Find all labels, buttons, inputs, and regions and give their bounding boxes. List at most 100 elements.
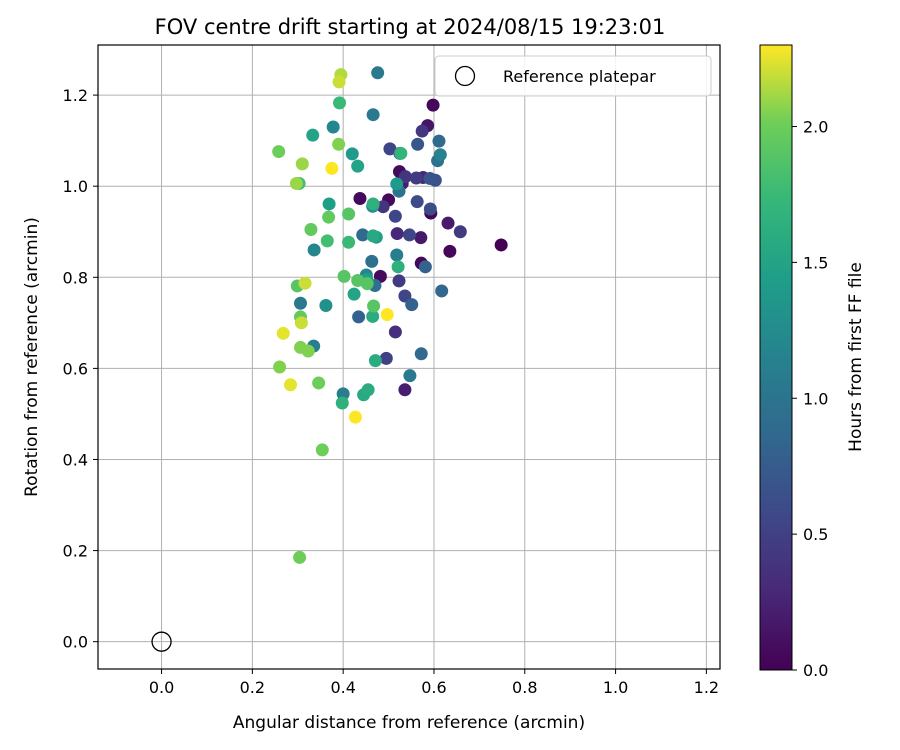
x-axis-label: Angular distance from reference (arcmin) bbox=[233, 713, 585, 733]
scatter-point bbox=[391, 260, 405, 274]
scatter-point bbox=[443, 244, 457, 258]
scatter-point bbox=[380, 308, 394, 322]
scatter-point bbox=[361, 383, 375, 397]
scatter-point bbox=[348, 410, 362, 424]
scatter-point bbox=[301, 344, 315, 358]
y-axis-ticks: 0.0 0.2 0.4 0.6 0.8 1.0 1.2 bbox=[63, 86, 98, 652]
colorbar-tick-label: 0.5 bbox=[803, 525, 828, 544]
scatter-point bbox=[289, 176, 303, 190]
x-axis-ticks: 0.0 0.2 0.4 0.6 0.8 1.0 1.2 bbox=[149, 669, 719, 697]
colorbar-tick-label: 1.5 bbox=[803, 253, 828, 272]
scatter-point bbox=[394, 146, 408, 160]
scatter-point bbox=[423, 171, 437, 185]
y-tick-label: 1.2 bbox=[63, 86, 88, 105]
colorbar-tick-label: 1.0 bbox=[803, 389, 828, 408]
y-tick-label: 0.2 bbox=[63, 542, 88, 561]
scatter-point bbox=[453, 225, 467, 239]
scatter-point bbox=[494, 238, 508, 252]
scatter-point bbox=[433, 148, 447, 162]
colorbar-ticks: 0.0 0.5 1.0 1.5 2.0 bbox=[792, 118, 828, 680]
scatter-point bbox=[315, 443, 329, 457]
scatter-point bbox=[360, 277, 374, 291]
scatter-point bbox=[342, 207, 356, 221]
scatter-point bbox=[367, 299, 381, 313]
legend-entry-reference-platepar: Reference platepar bbox=[503, 67, 656, 86]
scatter-point bbox=[295, 157, 309, 171]
y-tick-label: 0.4 bbox=[63, 450, 88, 469]
scatter-point bbox=[368, 354, 382, 368]
scatter-point bbox=[366, 197, 380, 211]
scatter-point bbox=[402, 228, 416, 242]
scatter-point bbox=[426, 98, 440, 112]
scatter-point bbox=[403, 369, 417, 383]
scatter-point bbox=[390, 248, 404, 262]
scatter-point bbox=[332, 137, 346, 151]
scatter-point bbox=[335, 396, 349, 410]
scatter-point bbox=[276, 326, 290, 340]
y-tick-label: 1.0 bbox=[63, 177, 88, 196]
y-axis-label: Rotation from reference (arcmin) bbox=[22, 217, 42, 497]
scatter-point bbox=[345, 147, 359, 161]
x-tick-label: 1.2 bbox=[694, 678, 719, 697]
legend: Reference platepar bbox=[434, 55, 712, 97]
x-tick-label: 1.0 bbox=[603, 678, 628, 697]
scatter-point bbox=[376, 200, 390, 214]
x-tick-label: 0.2 bbox=[240, 678, 265, 697]
x-tick-label: 0.4 bbox=[330, 678, 355, 697]
scatter-point bbox=[320, 234, 334, 248]
scatter-point bbox=[366, 309, 380, 323]
scatter-point bbox=[342, 235, 356, 249]
scatter-point bbox=[383, 142, 397, 156]
colorbar-tick-label: 2.0 bbox=[803, 118, 828, 137]
scatter-point bbox=[390, 227, 404, 241]
scatter-point bbox=[414, 347, 428, 361]
scatter-point bbox=[409, 171, 423, 185]
scatter-point bbox=[411, 137, 425, 151]
colorbar: 0.0 0.5 1.0 1.5 2.0 Hours from first FF file bbox=[759, 44, 866, 680]
scatter-point bbox=[273, 360, 287, 374]
scatter-point bbox=[366, 229, 380, 243]
scatter-point bbox=[307, 243, 321, 257]
scatter-point bbox=[304, 222, 318, 236]
scatter-points bbox=[151, 66, 508, 652]
scatter-point bbox=[284, 378, 298, 392]
scatter-point bbox=[365, 254, 379, 268]
scatter-point bbox=[356, 228, 370, 242]
scatter-point bbox=[293, 296, 307, 310]
chart-title: FOV centre drift starting at 2024/08/15 … bbox=[155, 15, 666, 39]
x-tick-label: 0.8 bbox=[512, 678, 537, 697]
scatter-point bbox=[441, 216, 455, 230]
scatter-point bbox=[398, 170, 412, 184]
scatter-point bbox=[325, 161, 339, 175]
scatter-point bbox=[410, 195, 424, 209]
scatter-point bbox=[319, 299, 333, 313]
scatter-point bbox=[371, 66, 385, 80]
scatter-point bbox=[306, 128, 320, 142]
scatter-point bbox=[435, 284, 449, 298]
plot-frame bbox=[97, 44, 721, 670]
scatter-point bbox=[332, 75, 346, 89]
scatter-point bbox=[322, 210, 336, 224]
scatter-point bbox=[418, 260, 432, 274]
legend-open-circle-marker bbox=[454, 65, 476, 87]
y-tick-label: 0.8 bbox=[63, 268, 88, 287]
scatter-point bbox=[398, 383, 412, 397]
legend-box bbox=[434, 55, 712, 97]
scatter-point bbox=[415, 124, 429, 138]
scatter-point bbox=[414, 231, 428, 245]
scatter-point bbox=[388, 325, 402, 339]
scatter-point bbox=[326, 120, 340, 134]
scatter-point bbox=[392, 274, 406, 288]
scatter-point bbox=[312, 376, 326, 390]
scatter-point bbox=[322, 197, 336, 211]
scatter-point bbox=[432, 134, 446, 148]
colorbar-label: Hours from first FF file bbox=[846, 262, 866, 452]
scatter-point bbox=[352, 310, 366, 324]
scatter-point bbox=[353, 191, 367, 205]
scatter-point bbox=[293, 550, 307, 564]
scatter-point bbox=[405, 298, 419, 312]
y-tick-label: 0.0 bbox=[63, 633, 88, 652]
reference-platepar-marker bbox=[151, 631, 172, 652]
x-tick-label: 0.6 bbox=[421, 678, 446, 697]
